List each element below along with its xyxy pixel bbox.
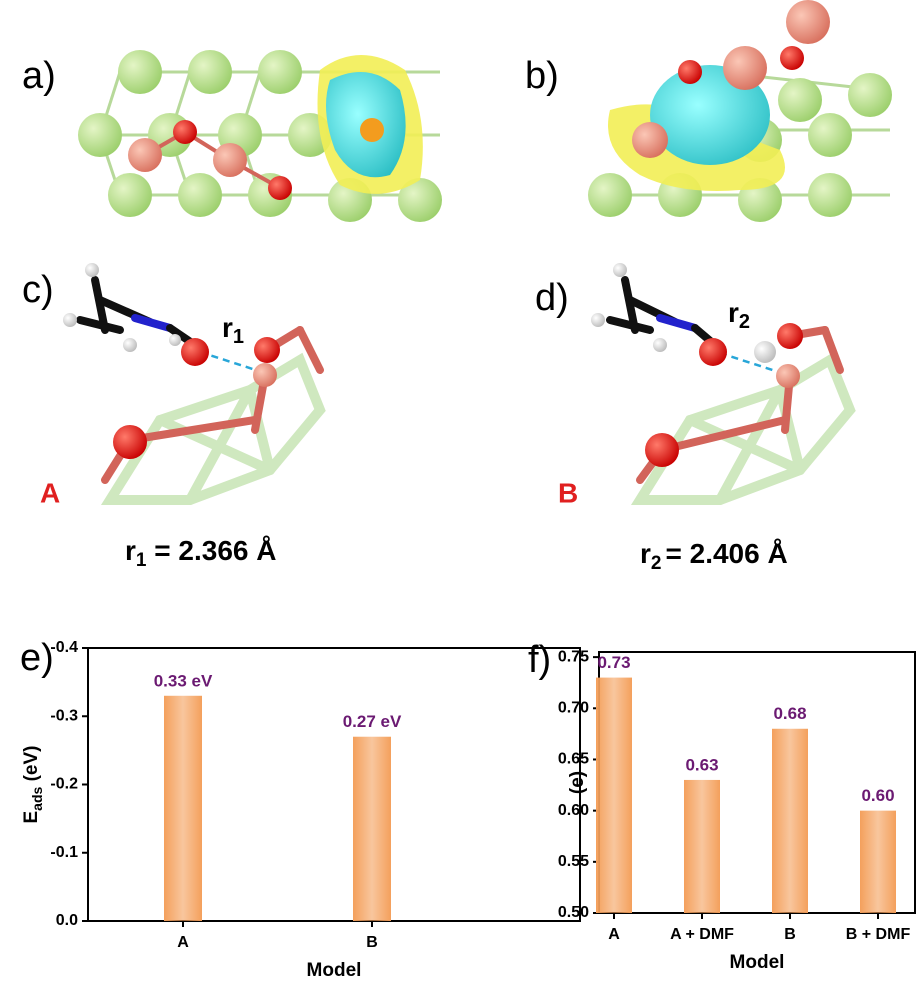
- bar: [684, 779, 720, 913]
- distance-marker: r2: [728, 297, 750, 333]
- distance-marker: r1: [222, 312, 244, 348]
- y-tick-label: 0.55: [558, 853, 589, 870]
- y-tick-label: 0.60: [558, 802, 589, 819]
- symbol: r: [640, 538, 651, 569]
- y-tick-label: -0.1: [50, 844, 78, 861]
- distance-caption: r1 = 2.366 Å: [125, 535, 276, 571]
- distance-text: = 2.406 Å: [665, 538, 787, 569]
- symbol: r: [728, 297, 739, 328]
- distance-text: = 2.366 Å: [146, 535, 276, 566]
- y-tick-label: -0.4: [50, 639, 78, 656]
- y-label-subscript: ads: [29, 786, 45, 810]
- bar: [164, 695, 202, 921]
- x-tick-label: A: [177, 934, 189, 951]
- x-tick-label: A + DMF: [670, 926, 734, 943]
- panel-label: b): [525, 55, 559, 97]
- subscript: 1: [136, 550, 147, 571]
- panel-label: e): [20, 637, 54, 679]
- subscript: 1: [233, 326, 244, 348]
- model-label: B: [558, 477, 578, 508]
- symbol: r: [125, 535, 136, 566]
- y-tick-label: 0.65: [558, 751, 589, 768]
- y-tick-label: 0.70: [558, 700, 589, 717]
- x-tick-label: A: [608, 926, 620, 943]
- y-tick-label: 0.0: [56, 912, 78, 929]
- distance-caption: r2 = 2.406 Å: [640, 538, 788, 574]
- x-tick-label: B + DMF: [846, 926, 911, 943]
- subscript: 2: [651, 553, 662, 574]
- y-label: E: [21, 811, 42, 824]
- bar: [860, 810, 896, 913]
- bar: [353, 736, 391, 921]
- symbol: r: [222, 312, 233, 343]
- y-label-unit: (eV): [21, 746, 42, 787]
- y-axis-title: (e): [567, 771, 588, 794]
- value-label: 0.73: [597, 653, 630, 672]
- value-label: 0.60: [861, 786, 894, 805]
- value-label: 0.27 eV: [343, 712, 402, 731]
- value-label: 0.33 eV: [154, 671, 213, 690]
- value-label: 0.68: [773, 704, 806, 723]
- y-tick-label: 0.75: [558, 648, 589, 665]
- x-tick-label: B: [784, 926, 796, 943]
- x-tick-label: B: [366, 934, 378, 951]
- x-axis-title: Model: [307, 960, 362, 981]
- value-label: 0.63: [685, 755, 718, 774]
- panel-label: a): [22, 55, 56, 97]
- y-label: (e): [567, 771, 588, 794]
- y-tick-label: 0.50: [558, 904, 589, 921]
- structure-d: [591, 263, 856, 505]
- structure-c: [63, 263, 326, 505]
- structure-b: [588, 0, 892, 222]
- structure-a: [78, 50, 442, 222]
- model-label: A: [40, 477, 60, 508]
- x-axis-title: Model: [730, 952, 785, 973]
- subscript: 2: [739, 311, 750, 333]
- panel-label: f): [528, 639, 551, 681]
- panel-label: d): [535, 277, 569, 319]
- bar: [596, 677, 632, 913]
- bar: [772, 728, 808, 913]
- y-tick-label: -0.3: [50, 707, 78, 724]
- panel-label: c): [22, 269, 54, 311]
- y-axis-title: Eads (eV): [21, 746, 45, 824]
- y-tick-label: -0.2: [50, 776, 78, 793]
